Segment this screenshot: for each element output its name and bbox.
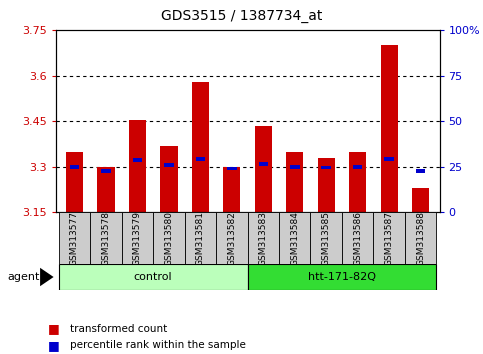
Bar <box>70 165 79 169</box>
Bar <box>412 188 429 212</box>
Text: htt-171-82Q: htt-171-82Q <box>308 272 376 282</box>
Text: transformed count: transformed count <box>70 324 167 333</box>
FancyBboxPatch shape <box>59 264 248 290</box>
Bar <box>416 169 426 173</box>
Bar <box>164 164 173 167</box>
FancyBboxPatch shape <box>405 212 436 264</box>
FancyBboxPatch shape <box>279 212 311 264</box>
Text: GDS3515 / 1387734_at: GDS3515 / 1387734_at <box>161 9 322 23</box>
Bar <box>286 152 303 212</box>
Text: GSM313583: GSM313583 <box>259 211 268 266</box>
Text: control: control <box>134 272 172 282</box>
Text: GSM313579: GSM313579 <box>133 211 142 266</box>
Bar <box>129 120 146 212</box>
Text: ■: ■ <box>48 339 60 352</box>
Bar <box>381 45 398 212</box>
FancyBboxPatch shape <box>373 212 405 264</box>
Bar <box>227 166 237 170</box>
Text: GSM313584: GSM313584 <box>290 211 299 266</box>
FancyBboxPatch shape <box>248 212 279 264</box>
Text: GSM313578: GSM313578 <box>101 211 111 266</box>
Bar <box>255 126 272 212</box>
Bar <box>290 165 299 169</box>
Bar <box>353 165 362 169</box>
Bar <box>322 166 331 169</box>
Text: GSM313586: GSM313586 <box>353 211 362 266</box>
Bar <box>384 158 394 161</box>
Bar <box>317 158 335 212</box>
Text: GSM313588: GSM313588 <box>416 211 425 266</box>
FancyBboxPatch shape <box>311 212 342 264</box>
Bar <box>101 169 111 173</box>
FancyBboxPatch shape <box>216 212 248 264</box>
FancyBboxPatch shape <box>342 212 373 264</box>
Text: GSM313587: GSM313587 <box>384 211 394 266</box>
Text: GSM313577: GSM313577 <box>70 211 79 266</box>
Text: GSM313581: GSM313581 <box>196 211 205 266</box>
Bar <box>160 145 178 212</box>
Text: ■: ■ <box>48 322 60 335</box>
Text: GSM313580: GSM313580 <box>164 211 173 266</box>
FancyBboxPatch shape <box>153 212 185 264</box>
FancyBboxPatch shape <box>248 264 436 290</box>
Bar <box>196 158 205 161</box>
Bar <box>66 152 83 212</box>
FancyBboxPatch shape <box>185 212 216 264</box>
Text: agent: agent <box>7 272 40 282</box>
Polygon shape <box>40 268 54 286</box>
Text: GSM313585: GSM313585 <box>322 211 331 266</box>
Text: GSM313582: GSM313582 <box>227 211 236 266</box>
FancyBboxPatch shape <box>90 212 122 264</box>
Bar <box>133 158 142 162</box>
Bar <box>97 167 114 212</box>
Bar <box>349 152 366 212</box>
Bar <box>223 167 241 212</box>
Bar <box>258 162 268 166</box>
FancyBboxPatch shape <box>59 212 90 264</box>
FancyBboxPatch shape <box>122 212 153 264</box>
Text: percentile rank within the sample: percentile rank within the sample <box>70 340 246 350</box>
Bar <box>192 82 209 212</box>
